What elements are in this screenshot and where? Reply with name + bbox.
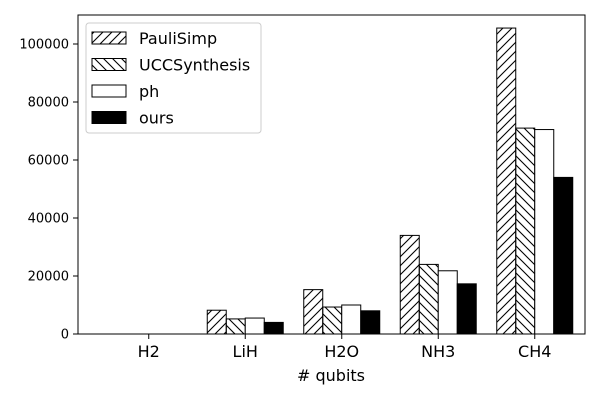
y-tick-label: 20000 xyxy=(28,270,69,285)
bar-ours-h2o xyxy=(360,310,381,335)
bar-ours-ch4 xyxy=(553,176,574,335)
x-tick-label-nh3: NH3 xyxy=(421,342,455,361)
bar-ours-nh3 xyxy=(456,283,477,335)
y-tick-label: 40000 xyxy=(28,212,69,227)
x-tick-label-h2: H2 xyxy=(138,342,160,361)
bar-uccsynthesis-nh3 xyxy=(418,263,439,335)
legend: PauliSimp UCCSynthesis ph ours xyxy=(85,22,262,134)
bar-ph-lih xyxy=(244,317,265,335)
legend-label-paulisimp: PauliSimp xyxy=(139,29,217,48)
bar-ph-ch4 xyxy=(534,129,555,335)
y-tick-label: 60000 xyxy=(28,154,69,169)
bars-layer xyxy=(206,27,574,335)
bar-paulisimp-nh3 xyxy=(399,234,420,335)
legend-label-uccsynthesis: UCCSynthesis xyxy=(139,56,250,75)
bar-ours-lih xyxy=(263,321,284,335)
x-axis: H2 LiH H2O NH3 CH4 xyxy=(138,334,551,361)
y-tick-label: 0 xyxy=(61,328,69,343)
plot-frame xyxy=(77,14,586,335)
bar-uccsynthesis-ch4 xyxy=(515,127,536,335)
bar-uccsynthesis-h2o xyxy=(322,306,343,335)
x-tick-label-h2o: H2O xyxy=(324,342,359,361)
legend-swatch-paulisimp xyxy=(91,31,127,45)
y-tick-label: 100000 xyxy=(19,38,69,53)
bar-paulisimp-h2o xyxy=(303,289,324,335)
legend-label-ph: ph xyxy=(139,82,159,101)
legend-box xyxy=(85,22,262,134)
legend-swatch-ours xyxy=(91,111,127,124)
bar-ph-nh3 xyxy=(437,270,458,335)
legend-swatch-ph xyxy=(91,84,127,98)
legend-label-ours: ours xyxy=(139,109,174,128)
y-tick-label: 80000 xyxy=(28,96,69,111)
x-tick-label-lih: LiH xyxy=(233,342,258,361)
x-axis-title: # qubits xyxy=(297,366,365,385)
bar-paulisimp-ch4 xyxy=(496,27,517,335)
legend-swatch-uccsynthesis xyxy=(91,58,127,71)
y-axis: 0 20000 40000 60000 80000 100000 xyxy=(19,38,78,343)
bar-ph-h2o xyxy=(341,304,362,335)
x-tick-label-ch4: CH4 xyxy=(518,342,551,361)
bar-uccsynthesis-lih xyxy=(225,318,246,335)
bar-paulisimp-lih xyxy=(206,309,227,335)
